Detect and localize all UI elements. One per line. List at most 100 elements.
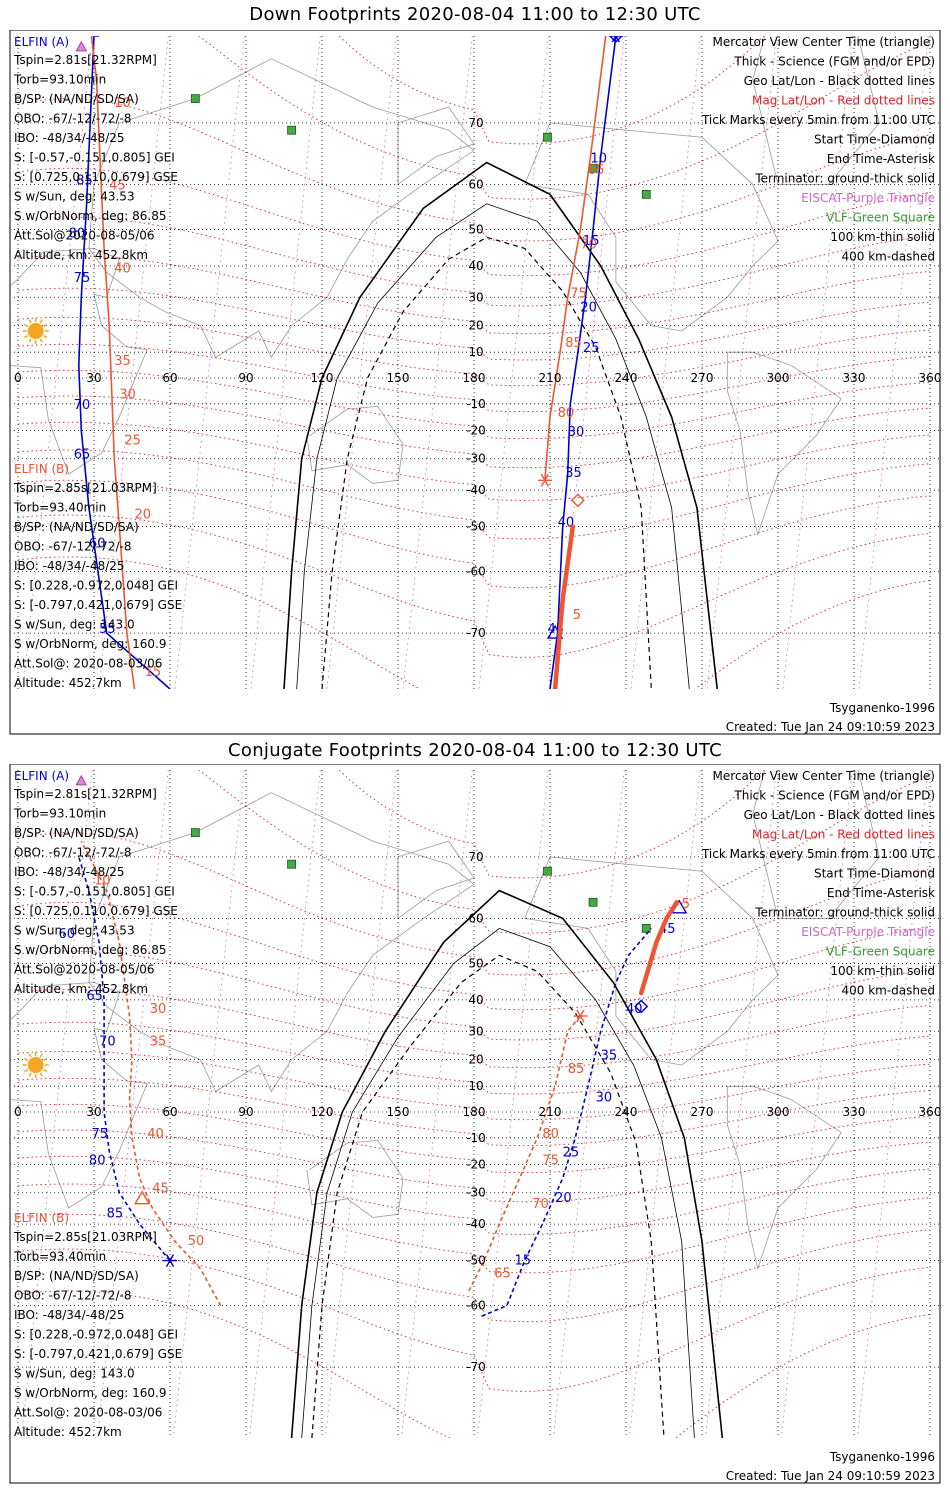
- terminator-ground: [283, 161, 718, 689]
- elfin-a-track: [78, 856, 171, 1262]
- elfin-b-far-tick-label: 80: [558, 406, 575, 421]
- terminator-400km: [311, 954, 665, 1438]
- elfin-b-tick-label: 40: [114, 261, 131, 276]
- lat-tick-label: -70: [466, 626, 486, 640]
- eiscat-triangle-marker: [75, 774, 88, 786]
- coastline: [397, 840, 475, 919]
- elfin-b-far-track: [468, 1015, 582, 1292]
- elfin-a-far-start-diamond: [608, 36, 623, 43]
- elfin-b-tick-label: 25: [124, 433, 141, 448]
- down-panel-title: Down Footprints 2020-08-04 11:00 to 12:3…: [249, 4, 701, 25]
- mag-lat-line: [17, 369, 931, 440]
- lat-tick-label: 30: [468, 1024, 483, 1038]
- elfin-b-info-line: S: [0.228,-0.972,0.048] GEI: [14, 579, 178, 593]
- elfin-a-info-line: Att.Sol@2020-08-05/06: [14, 963, 155, 977]
- elfin-a-info-line: S: [0.725,0.110,0.679] GSE: [14, 170, 178, 184]
- lat-tick-label: 20: [468, 1053, 483, 1067]
- elfin-b-info-line: Tspin=2.85s[21.03RPM]: [13, 481, 157, 495]
- elfin-b-track: [80, 840, 222, 1306]
- elfin-b-tick-label: 20: [135, 508, 152, 523]
- legend-entry: Thick - Science (FGM and/or EPD): [733, 789, 935, 803]
- legend-entry: EISCAT-Purple Triangle: [801, 925, 935, 939]
- sun-ray: [24, 323, 29, 328]
- lon-tick-label: 270: [691, 1105, 714, 1119]
- mag-lon-line: [250, 36, 321, 689]
- eiscat-triangle-marker: [75, 40, 88, 52]
- legend-entry: Mag Lat/Lon - Red dotted lines: [752, 828, 935, 842]
- lat-tick-label: 10: [468, 1079, 483, 1093]
- elfin-b-info-line: S: [-0.797,0.421,0.679] GSE: [14, 1347, 182, 1361]
- lat-tick-label: -20: [466, 423, 486, 437]
- lat-tick-label: 70: [468, 116, 483, 130]
- elfin-a-heading: ELFIN (A): [14, 35, 69, 49]
- sun-ray: [28, 338, 32, 343]
- lon-tick-label: 360: [919, 371, 942, 385]
- lon-tick-label: 90: [238, 371, 253, 385]
- elfin-a-tick-label: 80: [69, 226, 86, 241]
- elfin-b-far-tick-label: 70: [532, 1197, 549, 1212]
- lat-tick-label: -40: [466, 483, 486, 497]
- mag-lon-line: [553, 770, 625, 1438]
- lon-tick-label: 210: [539, 1105, 562, 1119]
- elfin-a-far-tick-label: 35: [601, 1049, 618, 1064]
- mag-lon-line: [401, 770, 473, 1438]
- lon-tick-label: 180: [463, 371, 486, 385]
- elfin-a-far-tick-label: 35: [565, 466, 582, 481]
- elfin-a-info-line: Torb=93.10min: [13, 73, 106, 87]
- elfin-b-info-line: Att.Sol@: 2020-08-03/06: [14, 657, 162, 671]
- created-label: Created: Tue Jan 24 09:10:59 2023: [726, 1469, 935, 1483]
- lat-tick-label: -10: [466, 397, 486, 411]
- elfin-a-track: [77, 36, 171, 689]
- elfin-b-far-science-track: [638, 900, 679, 996]
- elfin-a-info-line: S w/Sun, deg: 43.53: [14, 924, 135, 938]
- terminator-100km: [296, 203, 690, 689]
- lon-tick-label: 270: [691, 371, 714, 385]
- elfin-a-far-tick-label: 40: [626, 1002, 643, 1017]
- lon-tick-label: 300: [767, 371, 790, 385]
- elfin-b-far-end-asterisk: [576, 1009, 585, 1023]
- elfin-a-info-line: IBO: -48/34/-48/25: [14, 865, 125, 879]
- lat-tick-label: 40: [468, 259, 483, 273]
- elfin-a-tick-label: 60: [89, 537, 106, 552]
- elfin-b-tick-label: 30: [150, 1002, 167, 1017]
- created-label: Created: Tue Jan 24 09:10:59 2023: [726, 720, 935, 734]
- elfin-a-info-line: S: [0.725,0.110,0.679] GSE: [14, 904, 178, 918]
- lat-tick-label: -60: [466, 565, 486, 579]
- elfin-b-info-line: S w/Sun, deg: 143.0: [14, 618, 135, 632]
- elfin-a-tick-label: 60: [59, 927, 76, 942]
- lon-tick-label: 0: [14, 371, 22, 385]
- elfin-b-far-tick-label: 80: [542, 1127, 559, 1142]
- legend-entry: VLF-Green Square: [826, 945, 935, 959]
- elfin-b-info-line: B/SP: (NA/ND/SD/SA): [14, 520, 139, 534]
- vlf-square-marker: [543, 866, 552, 876]
- elfin-a-far-end-asterisk: [615, 36, 620, 43]
- lat-tick-label: 40: [468, 993, 483, 1007]
- elfin-b-far-end-asterisk: [540, 473, 550, 487]
- coastline: [306, 405, 404, 484]
- elfin-a-far-tick-label: 30: [568, 425, 585, 440]
- elfin-a-far-tick-label: 15: [583, 234, 600, 249]
- elfin-a-info-line: Altitude, km: 452.8km: [14, 982, 148, 996]
- lon-tick-label: 360: [919, 1105, 942, 1119]
- lat-tick-label: 50: [468, 222, 483, 236]
- legend-entry: Mercator View Center Time (triangle): [713, 35, 935, 49]
- mag-lon-line: [782, 36, 853, 689]
- elfin-b-info-line: IBO: -48/34/-48/25: [14, 1308, 125, 1322]
- legend-entry: Terminator: ground-thick solid: [754, 906, 935, 920]
- mag-lon-line: [705, 770, 777, 1438]
- sun-icon: [27, 1057, 44, 1074]
- lat-tick-label: -30: [466, 1186, 486, 1200]
- terminator-ground: [290, 889, 724, 1438]
- lon-tick-label: 150: [387, 371, 410, 385]
- vlf-square-marker: [287, 859, 297, 869]
- elfin-a-info-line: S w/OrbNorm, deg: 86.85: [14, 943, 166, 957]
- legend-entry: End Time-Asterisk: [827, 886, 935, 900]
- mag-lat-line: [17, 901, 931, 1011]
- lat-tick-label: -10: [466, 1131, 486, 1145]
- legend-entry: Mag Lat/Lon - Red dotted lines: [752, 94, 935, 108]
- lon-tick-label: 60: [162, 371, 177, 385]
- terminator-400km: [321, 236, 652, 689]
- elfin-a-info-line: B/SP: (NA/ND/SD/SA): [14, 92, 139, 106]
- elfin-a-info-line: Torb=93.10min: [13, 807, 106, 821]
- elfin-b-tick-label: 45: [109, 178, 126, 193]
